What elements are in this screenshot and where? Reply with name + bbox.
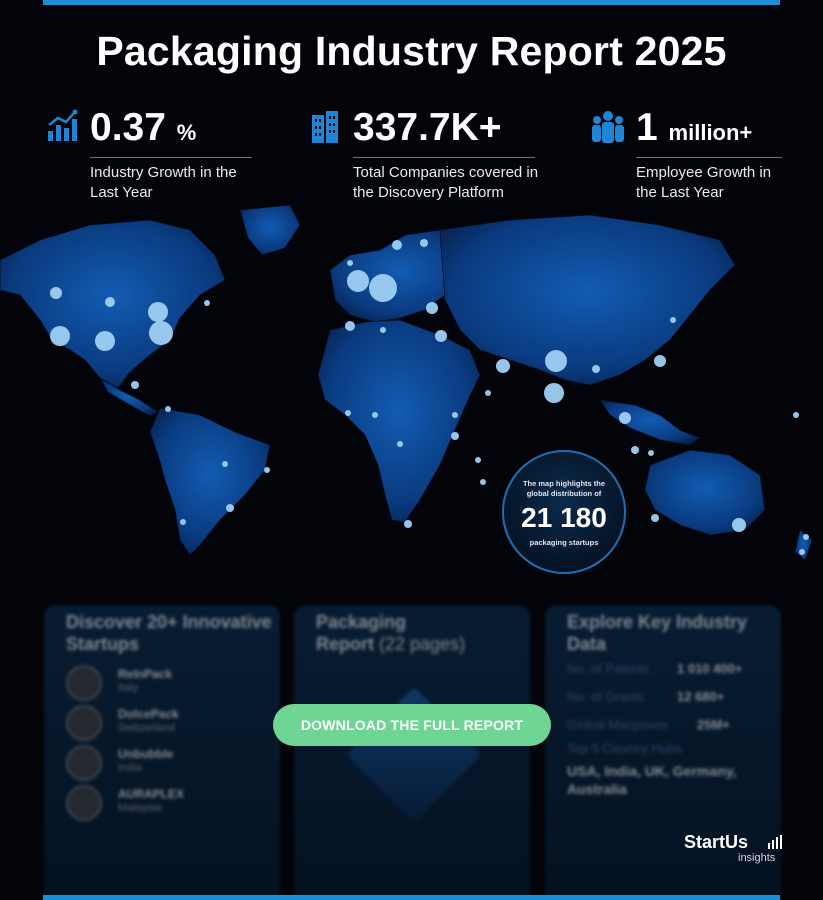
- startup-item: AURAPLEX Malaysia: [66, 785, 266, 821]
- startups-card: Discover 20+ Innovative Startups ReInPac…: [44, 605, 280, 900]
- startup-dots: [50, 239, 809, 555]
- startup-name: DolcePack: [118, 707, 179, 721]
- data-row: No. of Grants 12 680+: [567, 689, 725, 704]
- startup-name: ReInPack: [118, 667, 173, 681]
- startup-logo: [66, 745, 102, 781]
- stat-description: Industry Growth in the Last Year: [90, 164, 237, 201]
- growth-chart-icon: [48, 109, 78, 141]
- startup-country: Switzerland: [118, 722, 175, 734]
- page-title: Packaging Industry Report 2025: [96, 28, 727, 74]
- startup-country: Malaysia: [118, 802, 162, 814]
- startup-country: Italy: [118, 682, 139, 694]
- brand-sub: insights: [738, 852, 776, 864]
- divider: [353, 157, 535, 158]
- card-title: Explore Key Industry Data: [567, 612, 748, 654]
- startup-item: Unbubble India: [66, 745, 266, 781]
- startup-country: India: [118, 762, 142, 774]
- hubs-list: USA, India, UK, Germany, Australia: [567, 763, 737, 797]
- top-accent-bar: [43, 0, 780, 5]
- card-title: Packaging Report (22 pages): [316, 612, 466, 654]
- divider: [636, 157, 782, 158]
- badge-caption: The map highlights the global distributi…: [522, 479, 606, 498]
- brand-name: StartUs: [684, 832, 749, 852]
- stat-value: 1 million+: [636, 106, 753, 149]
- startup-logo: [66, 705, 102, 741]
- download-report-button[interactable]: DOWNLOAD THE FULL REPORT: [273, 704, 551, 746]
- divider: [90, 157, 252, 158]
- startup-item: DolcePack Switzerland: [66, 705, 266, 741]
- data-row: Global Manpower 25M+: [567, 717, 730, 732]
- building-icon: [312, 111, 338, 143]
- stat-value: 0.37 %: [90, 106, 197, 149]
- badge-subcaption: packaging startups: [529, 538, 599, 547]
- hubs-label: Top 5 Country Hubs: [567, 741, 682, 756]
- startup-logo: [66, 785, 102, 821]
- bottom-accent-bar: [43, 895, 780, 900]
- people-icon: [592, 111, 624, 143]
- stat-description: Employee Growth in the Last Year: [636, 164, 772, 201]
- card-title: Discover 20+ Innovative Startups: [66, 612, 272, 654]
- startup-item: ReInPack Italy: [66, 665, 266, 701]
- report-card: Packaging Report (22 pages): [294, 605, 530, 900]
- startup-count-badge: The map highlights the global distributi…: [502, 450, 626, 574]
- stat-description: Total Companies covered in the Discovery…: [353, 164, 539, 201]
- startup-name: AURAPLEX: [118, 787, 185, 801]
- world-map: [0, 204, 813, 561]
- startus-insights-logo: StartUs insights: [684, 832, 784, 866]
- stat-value: 337.7K+: [353, 106, 502, 149]
- bars-icon: [768, 835, 782, 849]
- startup-name: Unbubble: [118, 747, 174, 761]
- data-row: No. of Patents 1 010 400+: [567, 661, 743, 676]
- industry-data-card: Explore Key Industry Data No. of Patents…: [545, 605, 781, 900]
- startup-logo: [66, 665, 102, 701]
- startup-count: 21 180: [521, 502, 607, 533]
